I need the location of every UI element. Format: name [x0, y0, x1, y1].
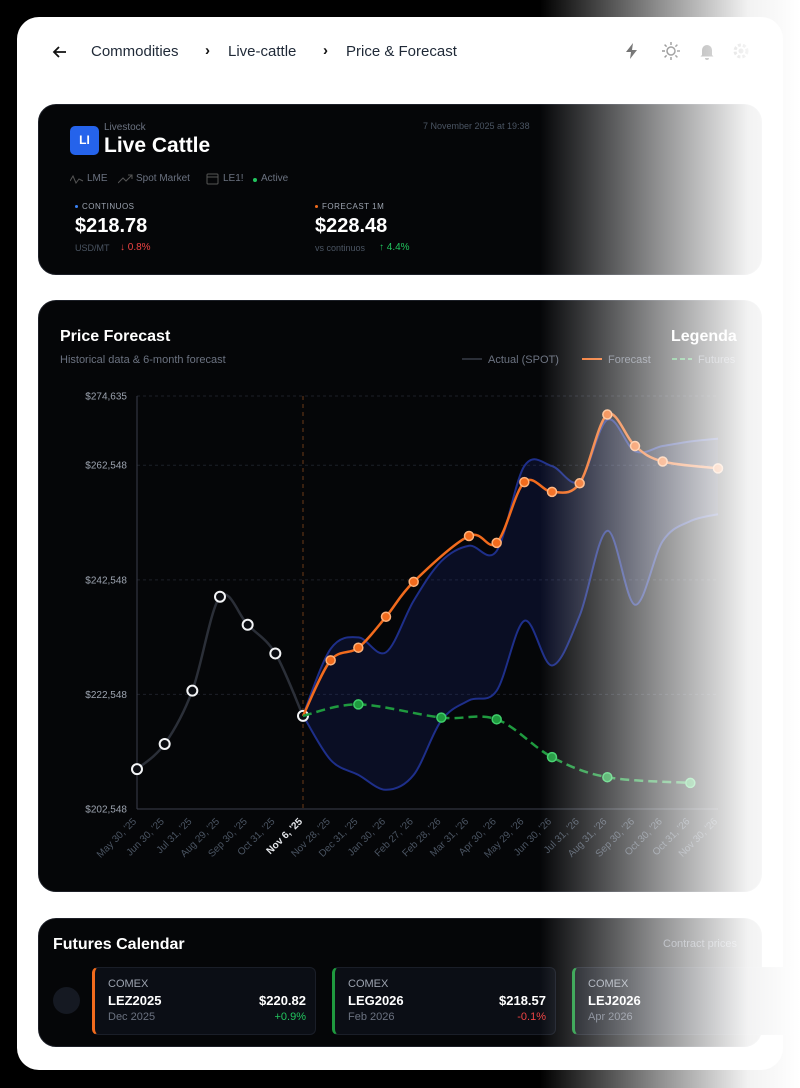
contract-card[interactable] — [332, 967, 556, 1035]
tag: LME — [87, 173, 108, 184]
data-point — [463, 530, 475, 542]
contract-exchange: COMEX — [108, 978, 149, 990]
data-point — [574, 478, 585, 489]
data-point — [325, 655, 336, 666]
y-tick-label: $222,548 — [85, 690, 127, 701]
flash-icon[interactable] — [622, 41, 642, 61]
section-subtitle: Contract prices — [663, 938, 737, 950]
data-point — [214, 590, 226, 603]
scroll-left-button[interactable] — [53, 987, 80, 1014]
metric-value: $218.78 — [75, 215, 148, 237]
metric-change: ↓ 0.8% — [120, 242, 151, 253]
data-point — [491, 537, 502, 549]
contract-price: $218.57 — [499, 993, 546, 1008]
contract-change: +0.9% — [274, 1011, 307, 1023]
data-point — [685, 777, 696, 789]
chart-subtitle: Historical data & 6-month forecast — [60, 354, 226, 366]
data-point — [657, 456, 668, 467]
status-dot — [253, 178, 257, 182]
data-point — [380, 611, 392, 623]
data-point — [629, 440, 641, 452]
data-point — [712, 463, 724, 474]
theme-icon[interactable] — [661, 41, 681, 61]
data-point — [602, 771, 613, 783]
section-title: Futures Calendar — [53, 936, 185, 953]
data-point — [491, 714, 502, 725]
contract-code: LEZ2025 — [108, 993, 162, 1008]
contract-month: Feb 2026 — [348, 1011, 395, 1023]
contract-price: $220.82 — [259, 993, 306, 1008]
chart: Price Forecast Historical data & 6-month… — [60, 328, 737, 860]
contract-change: -0.1% — [517, 1011, 546, 1023]
settings-icon[interactable] — [731, 41, 751, 61]
legend-title: Legenda — [671, 328, 737, 345]
timestamp: 7 November 2025 at 19:38 — [423, 121, 530, 131]
metric-label: CONTINUOS — [82, 202, 135, 211]
breadcrumb-current: Price & Forecast — [346, 43, 457, 60]
asset-category: Livestock — [104, 122, 146, 133]
data-point — [408, 576, 419, 588]
contract-code: LEG2026 — [348, 993, 404, 1008]
data-point — [353, 699, 364, 710]
contract-month: Dec 2025 — [108, 1011, 156, 1023]
data-point — [158, 737, 171, 750]
calendar-icon — [206, 173, 219, 185]
data-point — [353, 642, 364, 653]
metric-dot — [315, 205, 318, 208]
breadcrumb-separator: › — [323, 42, 328, 59]
tag: LE1! — [223, 173, 244, 184]
data-point — [131, 763, 143, 776]
metric-dot — [75, 205, 78, 208]
legend-label: Forecast — [608, 354, 651, 366]
contract-exchange: COMEX — [348, 978, 389, 990]
legend-label: Actual (SPOT) — [488, 354, 559, 366]
market-icon — [118, 174, 133, 184]
data-point — [602, 409, 613, 420]
metric-label: FORECAST 1M — [322, 202, 385, 211]
contract-code: LEJ2026 — [588, 993, 641, 1008]
chart-title: Price Forecast — [60, 328, 171, 345]
tag: Active — [261, 173, 289, 184]
breadcrumb-separator: › — [205, 42, 210, 59]
metric-value: $228.48 — [315, 215, 388, 237]
breadcrumb-link[interactable]: Commodities — [91, 43, 179, 60]
confidence-band — [303, 419, 718, 790]
metric-unit: vs continuos — [315, 243, 366, 253]
metric-change: ↑ 4.4% — [379, 242, 410, 253]
notification-icon[interactable] — [697, 41, 717, 61]
data-point — [519, 476, 530, 488]
exchange-icon — [70, 174, 84, 184]
tag: Spot Market — [136, 173, 190, 184]
asset-badge: LI — [70, 126, 99, 155]
y-tick-label: $202,548 — [85, 805, 127, 816]
asset-title: Live Cattle — [104, 134, 211, 157]
data-point — [186, 684, 199, 697]
data-point — [546, 486, 558, 498]
y-tick-label: $242,548 — [85, 575, 127, 586]
contract-exchange: COMEX — [588, 978, 629, 990]
breadcrumb-link[interactable]: Live-cattle — [228, 43, 297, 60]
contract-month: Apr 2026 — [588, 1011, 633, 1023]
data-point — [241, 618, 254, 631]
metric-unit: USD/MT — [75, 243, 110, 253]
data-point — [546, 751, 558, 763]
back-button[interactable] — [50, 42, 70, 62]
y-tick-label: $274,635 — [85, 392, 127, 403]
legend-label: Futures — [698, 354, 736, 366]
data-point — [436, 712, 447, 723]
contract-card[interactable] — [92, 967, 316, 1035]
y-tick-label: $262,548 — [85, 461, 127, 472]
data-point — [269, 647, 282, 660]
